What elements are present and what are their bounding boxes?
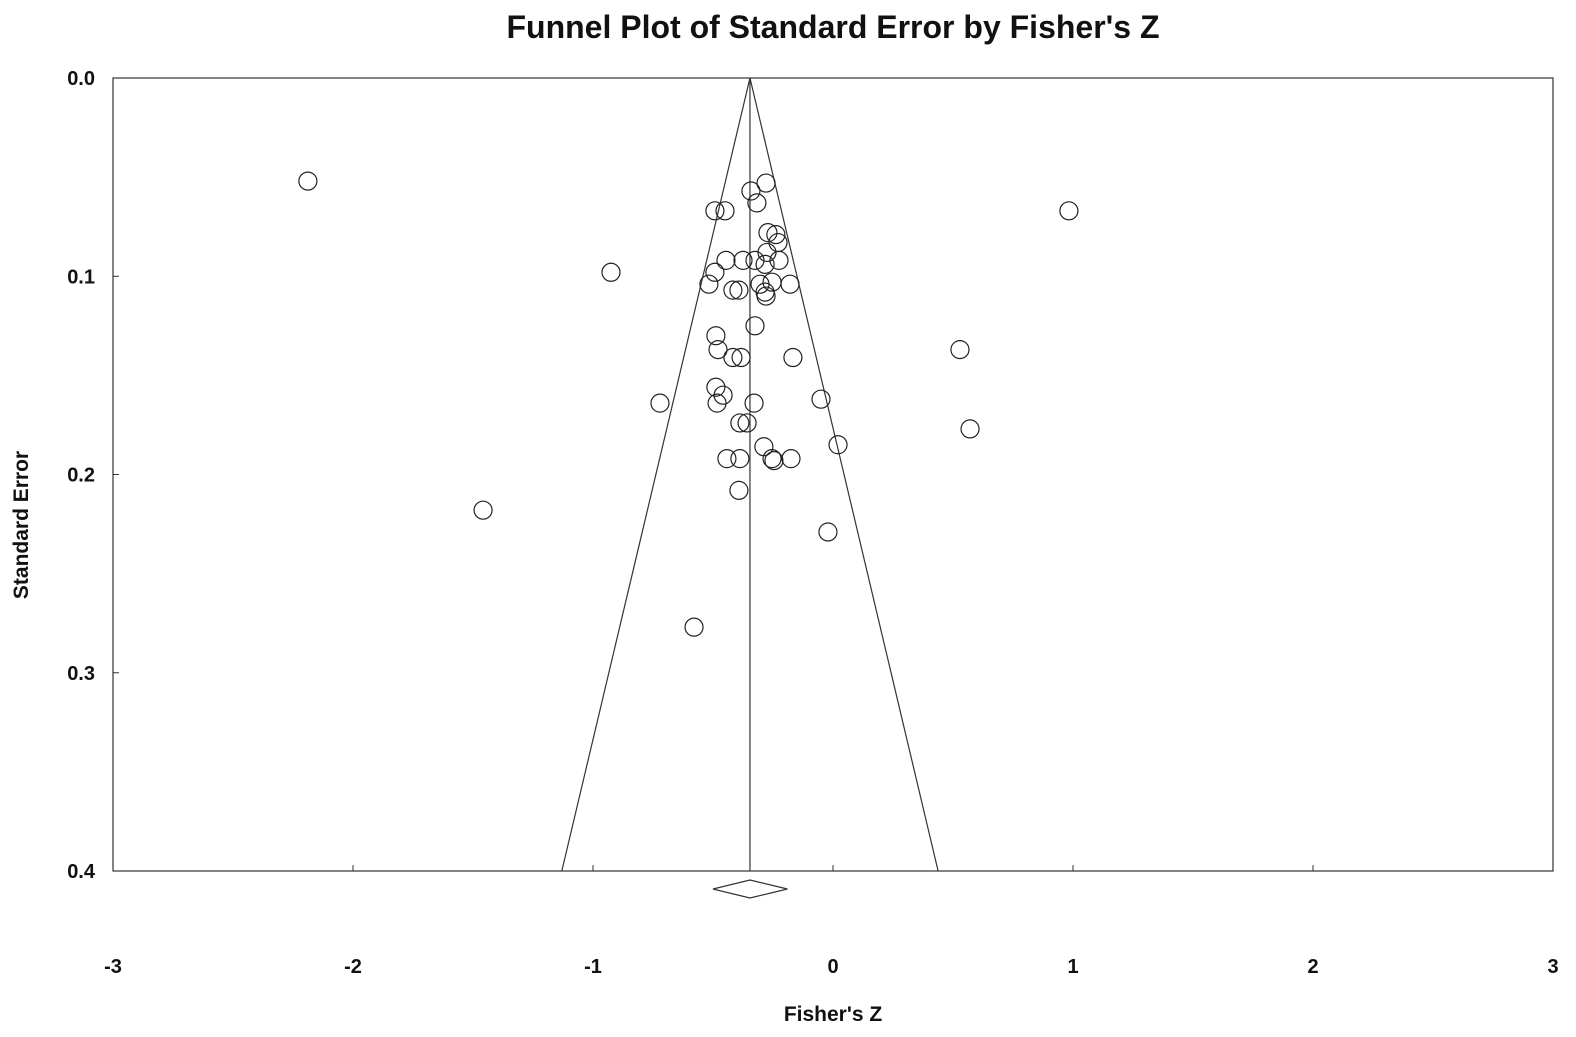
study-point xyxy=(723,280,743,300)
study-point xyxy=(730,449,750,469)
x-tick-label: 0 xyxy=(827,956,838,978)
study-point xyxy=(960,419,980,439)
y-tick-label: 0.4 xyxy=(67,861,96,883)
study-point xyxy=(713,385,733,405)
x-tick-label: 1 xyxy=(1067,956,1078,978)
study-point xyxy=(650,393,670,413)
study-point xyxy=(715,201,735,221)
y-axis-label: Standard Error xyxy=(10,451,33,599)
x-tick-label: -2 xyxy=(344,956,362,978)
x-tick-label: 2 xyxy=(1307,956,1318,978)
y-tick-label: 0.0 xyxy=(67,68,95,90)
study-point xyxy=(766,225,786,245)
study-point xyxy=(769,250,789,270)
study-point xyxy=(744,393,764,413)
study-point xyxy=(699,274,719,294)
study-point xyxy=(705,201,725,221)
study-point xyxy=(733,250,753,270)
study-point xyxy=(716,250,736,270)
study-point xyxy=(708,340,728,360)
summary-diamond xyxy=(712,879,788,899)
study-point xyxy=(707,393,727,413)
study-point xyxy=(737,413,757,433)
x-tick-label: -1 xyxy=(584,956,602,978)
study-point xyxy=(747,193,767,213)
study-point xyxy=(811,389,831,409)
study-point xyxy=(758,223,778,243)
study-point xyxy=(706,326,726,346)
y-tick-label: 0.3 xyxy=(67,663,95,685)
study-point xyxy=(717,449,737,469)
study-point xyxy=(730,413,750,433)
study-point xyxy=(1059,201,1079,221)
study-point xyxy=(731,347,751,368)
study-point xyxy=(745,316,765,336)
study-point xyxy=(828,435,848,455)
study-point xyxy=(755,254,775,274)
study-point xyxy=(756,286,776,306)
study-point xyxy=(781,449,801,469)
x-tick-label: 3 xyxy=(1547,956,1558,978)
study-point xyxy=(741,181,761,201)
study-point xyxy=(745,250,765,270)
x-tick-label: -3 xyxy=(104,956,122,978)
x-axis-label: Fisher's Z xyxy=(784,1003,883,1026)
study-point xyxy=(601,262,621,282)
funnel-left-line xyxy=(561,77,751,872)
study-point xyxy=(473,500,493,520)
study-point xyxy=(298,171,318,191)
study-point xyxy=(818,522,838,542)
study-point xyxy=(705,262,725,282)
study-point xyxy=(762,272,782,292)
study-point xyxy=(729,480,749,500)
study-point xyxy=(783,347,803,368)
study-point xyxy=(764,451,784,471)
study-point xyxy=(780,274,800,294)
y-tick-label: 0.2 xyxy=(67,465,95,487)
study-point xyxy=(762,449,782,469)
study-point xyxy=(706,377,726,397)
funnel-right-line xyxy=(749,77,939,872)
study-point xyxy=(729,280,749,300)
study-point xyxy=(723,347,743,368)
chart-title: Funnel Plot of Standard Error by Fisher'… xyxy=(506,9,1159,45)
study-point xyxy=(684,617,704,637)
study-point xyxy=(757,242,777,263)
study-point xyxy=(756,173,776,193)
y-tick-label: 0.1 xyxy=(67,266,95,288)
plot-frame xyxy=(112,77,1554,872)
study-point xyxy=(950,340,970,360)
